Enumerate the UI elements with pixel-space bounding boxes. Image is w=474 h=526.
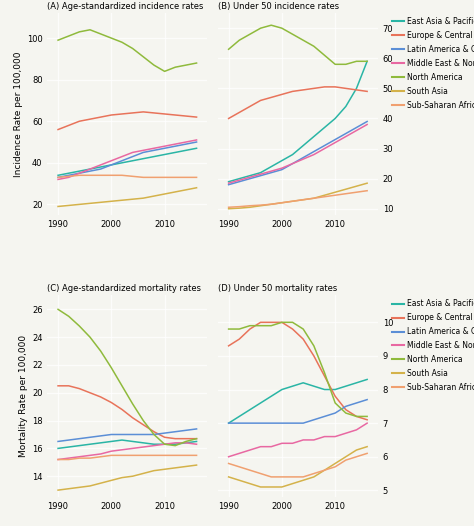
Legend: East Asia & Pacific, Europe & Central Asia, Latin America & Caribbean, Middle Ea: East Asia & Pacific, Europe & Central As… (392, 17, 474, 110)
Text: (C) Age-standardized mortality rates: (C) Age-standardized mortality rates (47, 284, 201, 294)
Text: (D) Under 50 mortality rates: (D) Under 50 mortality rates (218, 284, 337, 294)
Text: (A) Age-standardized incidence rates: (A) Age-standardized incidence rates (47, 2, 204, 11)
Y-axis label: Incidence Rate per 100,000: Incidence Rate per 100,000 (14, 51, 23, 177)
Text: (B) Under 50 incidence rates: (B) Under 50 incidence rates (218, 2, 339, 11)
Y-axis label: Mortality Rate per 100,000: Mortality Rate per 100,000 (19, 335, 28, 457)
Legend: East Asia & Pacific, Europe & Central Asia, Latin America & Caribbean, Middle Ea: East Asia & Pacific, Europe & Central As… (392, 299, 474, 392)
